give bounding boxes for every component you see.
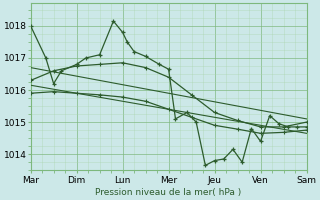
X-axis label: Pression niveau de la mer( hPa ): Pression niveau de la mer( hPa ): [95, 188, 242, 197]
